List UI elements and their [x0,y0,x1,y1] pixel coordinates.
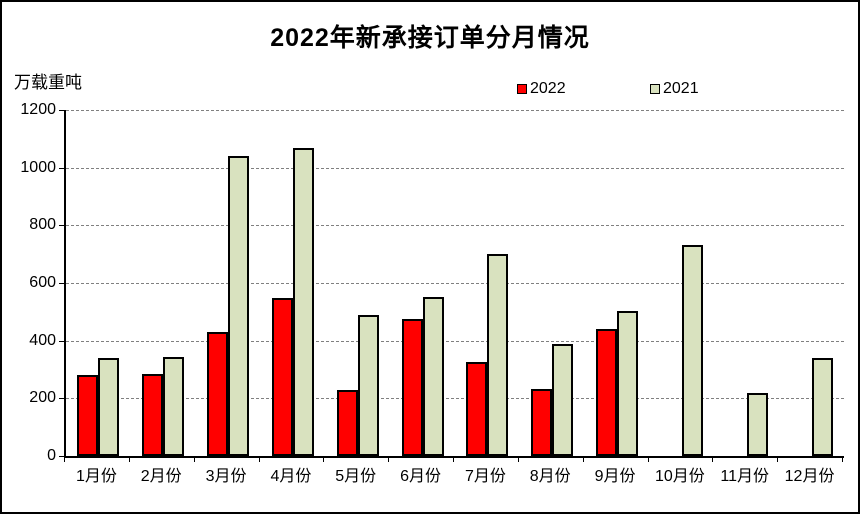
bar-2021-2月份 [163,357,185,456]
x-tick-label-3月份: 3月份 [205,468,247,485]
x-tick-label-9月份: 9月份 [594,468,636,485]
x-tick-label-2月份: 2月份 [140,468,182,485]
x-tick-mark-6 [453,458,454,462]
bar-2021-9月份 [617,311,639,456]
y-tick-mark-600 [59,283,64,284]
x-tick-mark-7 [517,458,519,462]
bar-2022-6月份 [401,319,423,456]
y-tick-mark-1200 [59,110,64,111]
legend-swatch-2022-icon [517,84,527,94]
x-tick-label-10月份: 10月份 [655,468,705,485]
gridline-400 [66,340,844,342]
gridline-800 [66,225,844,227]
gridline-200 [66,398,844,400]
bar-2021-10月份 [681,245,703,456]
bar-2021-1月份 [98,358,120,456]
y-tick-label-600: 600 [29,274,56,291]
legend-item-2022: 2022 [517,79,566,99]
y-tick-label-200: 200 [29,389,56,407]
x-tick-label-5月份: 5月份 [335,468,377,485]
x-tick-mark-1 [128,458,130,462]
legend-swatch-2021-icon [650,84,660,94]
y-tick-mark-800 [59,225,64,227]
legend-label-2021: 2021 [663,80,699,97]
bar-2022-5月份 [336,390,358,456]
bar-2022-8月份 [531,389,553,456]
y-tick-label-400: 400 [29,331,56,349]
x-tick-mark-0 [64,458,65,462]
chart-title: 2022年新承接订单分月情况 [270,24,590,52]
x-tick-mark-4 [323,458,325,462]
x-tick-mark-11 [777,458,779,462]
bar-2021-7月份 [487,254,509,456]
y-tick-label-1200: 1200 [20,101,56,118]
x-tick-label-4月份: 4月份 [270,468,312,485]
y-tick-mark-400 [59,340,64,342]
gridline-600 [66,283,844,284]
bar-2022-1月份 [77,375,99,456]
bar-2021-11月份 [746,393,768,456]
x-tick-label-8月份: 8月份 [529,468,571,485]
x-tick-mark-9 [647,458,649,462]
legend-label-2022: 2022 [530,80,566,97]
y-tick-label-800: 800 [29,216,56,234]
x-tick-mark-3 [258,458,260,462]
y-axis-unit-label: 万载重吨 [14,73,82,92]
x-tick-mark-2 [193,458,195,462]
y-tick-label-0: 0 [47,447,56,464]
x-tick-label-11月份: 11月份 [720,468,770,485]
bar-2021-4月份 [292,148,314,456]
x-tick-mark-5 [388,458,390,462]
x-tick-mark-12 [842,458,843,462]
bar-2022-3月份 [207,332,229,456]
bar-2021-12月份 [811,358,833,456]
x-tick-label-1月份: 1月份 [75,468,117,485]
x-tick-label-7月份: 7月份 [464,468,506,485]
x-tick-label-12月份: 12月份 [784,468,835,485]
bar-2022-7月份 [466,362,488,456]
bar-2021-8月份 [552,344,574,456]
y-tick-label-1000: 1000 [20,158,56,176]
x-tick-mark-8 [582,458,584,462]
bar-2021-5月份 [357,315,379,456]
legend-item-2021: 2021 [650,79,699,99]
x-tick-label-6月份: 6月份 [400,468,442,485]
bar-2021-6月份 [422,297,444,456]
plot-area [64,110,844,458]
y-tick-mark-0 [59,456,64,457]
gridline-1000 [66,167,844,169]
y-tick-mark-1000 [59,167,64,169]
bar-2021-3月份 [228,156,250,456]
bar-2022-9月份 [596,329,618,456]
gridline-1200 [66,110,844,111]
bar-2022-2月份 [142,374,164,456]
y-tick-mark-200 [59,398,64,400]
bar-2022-4月份 [271,298,293,456]
x-tick-mark-10 [712,458,714,462]
